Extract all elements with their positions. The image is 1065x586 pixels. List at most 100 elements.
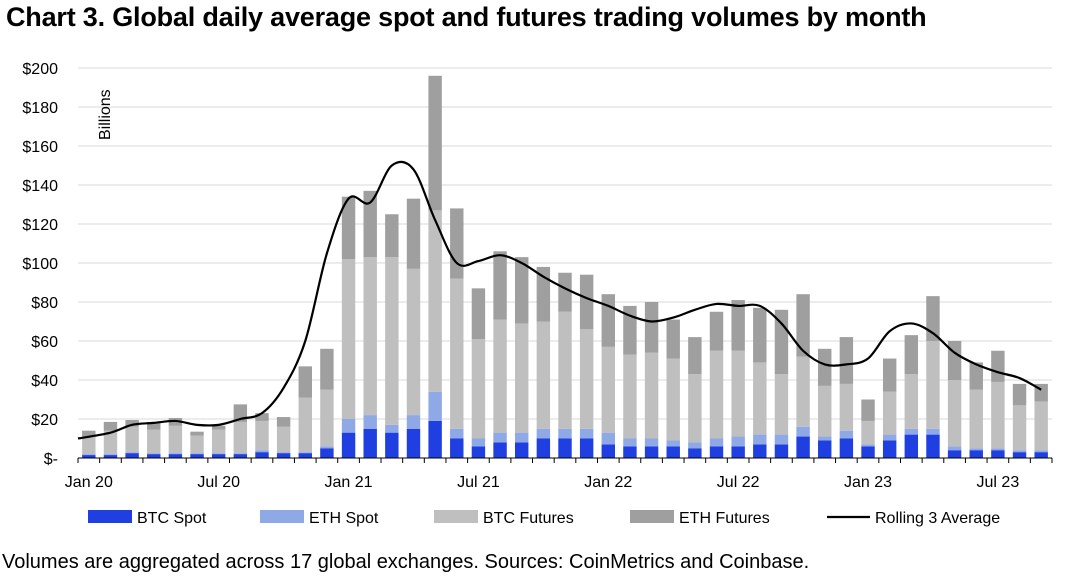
y-tick-label: $100 [22,256,58,273]
legend-label-eth-spot: ETH Spot [309,510,379,527]
bar-btc-futures [168,425,183,454]
legend-swatch-eth-futures [630,510,674,523]
bar-eth-futures [818,348,832,386]
x-tick-label: Jan 20 [65,474,113,491]
bar-eth-spot [363,415,377,429]
bar-eth-spot [969,448,983,451]
bar-btc-spot [493,442,507,458]
bar-eth-futures [731,300,745,351]
bar-btc-futures [666,358,680,441]
bar-btc-spot [320,448,334,458]
bar-eth-spot [558,428,572,439]
y-tick-label: $160 [22,139,58,156]
bar-eth-spot [1012,450,1027,453]
bar-btc-futures [276,426,291,453]
bar-btc-futures [753,362,767,435]
bar-eth-futures [753,307,767,363]
bar-eth-futures [255,413,269,421]
bar-eth-spot [82,454,96,456]
bar-btc-futures [839,383,854,431]
bar-btc-spot [298,453,312,459]
bar-eth-futures [666,319,680,359]
y-tick-label: $140 [22,178,58,195]
bar-eth-spot [753,434,767,445]
bar-eth-spot [601,432,615,445]
bar-eth-futures [406,198,421,269]
bar-eth-futures [904,335,919,375]
bar-btc-futures [450,278,464,429]
bar-btc-spot [450,438,464,458]
bar-eth-futures [515,257,529,324]
chart: $- $20 $40 $60 $80 $100 $120 $140 $160 $180 $200 J… [22,61,1053,527]
bar-eth-spot [255,450,269,453]
legend: BTC Spot ETH Spot BTC Futures ETH Future… [88,510,1000,527]
bar-btc-futures [125,426,139,453]
y-tick-label: $60 [31,334,58,351]
bar-eth-spot [147,453,161,455]
bar-btc-spot [623,446,637,458]
bar-eth-spot [666,440,680,447]
bar-eth-futures [428,75,442,211]
y-tick-label: $- [44,451,58,468]
bar-eth-spot [623,438,637,447]
legend-label-btc-futures: BTC Futures [483,510,574,527]
bar-btc-futures [774,374,789,435]
bar-eth-spot [428,391,442,421]
y-axis-label: Billions [97,89,114,140]
bar-btc-futures [969,389,983,449]
bar-btc-spot [991,450,1005,458]
bar-btc-spot [926,434,940,458]
legend-label-eth-futures: ETH Futures [679,510,770,527]
bar-eth-futures [493,251,507,320]
bar-eth-spot [991,448,1005,451]
bar-btc-spot [1012,452,1027,458]
bar-eth-spot [471,438,486,447]
bar-eth-futures [688,337,702,375]
bar-eth-spot [709,438,724,447]
bar-btc-futures [861,420,875,445]
bar-eth-futures [320,348,334,390]
bar-eth-futures [125,419,139,427]
bar-btc-spot [753,444,767,458]
bar-btc-spot [428,420,442,458]
bar-btc-spot [471,446,486,458]
bar-btc-spot [385,432,399,458]
bar-eth-futures [861,399,875,421]
bar-eth-spot [103,454,118,456]
bar-eth-futures [190,431,204,436]
y-tick-label: $80 [31,295,58,312]
x-tick-label: Jan 22 [584,474,632,491]
bar-eth-futures [882,358,897,392]
bar-btc-futures [147,429,161,454]
bar-btc-spot [82,455,96,458]
bar-btc-futures [536,321,551,429]
bar-btc-futures [882,391,897,435]
bar-eth-spot [515,432,529,443]
bar-btc-spot [579,438,594,458]
bar-btc-spot [904,434,919,458]
bar-eth-spot [579,428,594,439]
bar-eth-futures [579,274,594,330]
bar-eth-spot [341,419,356,433]
bar-btc-futures [471,339,486,439]
bar-eth-futures [385,214,399,258]
bar-eth-futures [709,311,724,351]
y-tick-label: $200 [22,61,58,78]
bar-btc-spot [644,446,659,458]
bar-btc-futures [515,323,529,433]
bar-eth-futures [969,362,983,390]
bar-btc-spot [796,436,810,458]
bar-btc-futures [103,430,118,455]
bar-btc-futures [904,374,919,429]
bar-eth-futures [450,208,464,279]
bar-btc-spot [255,452,269,458]
bar-btc-spot [363,428,377,458]
bar-btc-futures [731,350,745,437]
y-tick-label: $180 [22,100,58,117]
bar-eth-spot [644,438,659,447]
y-axis-ticks: $- $20 $40 $60 $80 $100 $120 $140 $160 $180 $200 [22,61,58,468]
bar-eth-spot [882,434,897,441]
bar-btc-futures [385,257,399,425]
bar-eth-spot [190,453,204,455]
bar-btc-spot [882,440,897,458]
